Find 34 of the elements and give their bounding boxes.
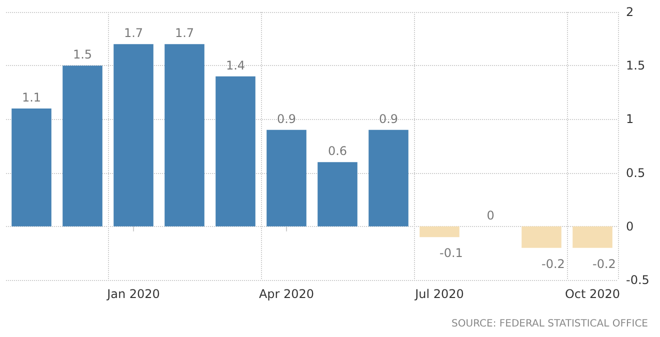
y-tick-label: 2	[626, 5, 634, 19]
y-tick-label: 1	[626, 112, 634, 126]
x-tick-label: Jan 2020	[106, 287, 160, 301]
bar	[164, 44, 204, 226]
data-label: 0.9	[276, 112, 296, 126]
bar	[114, 44, 154, 226]
bar	[522, 226, 562, 248]
data-label: 1.7	[174, 26, 194, 40]
bar	[216, 76, 256, 226]
bar	[318, 162, 358, 226]
y-tick-label: -0.5	[626, 273, 650, 287]
y-tick-label: 0.5	[626, 166, 646, 180]
data-label: 1.1	[22, 90, 42, 104]
y-tick-label: 1.5	[626, 58, 646, 73]
data-label: -0.1	[440, 246, 463, 260]
x-tick-label: Oct 2020	[564, 287, 620, 301]
y-tick-label: 0	[626, 219, 634, 234]
data-label: 0	[486, 208, 494, 222]
bar	[12, 108, 52, 226]
data-label: -0.2	[542, 256, 565, 271]
bar	[420, 226, 460, 238]
data-label: -0.2	[592, 256, 616, 271]
data-label: 1.5	[72, 48, 92, 62]
data-label: 1.7	[124, 26, 144, 40]
x-tick-label: Apr 2020	[258, 287, 314, 301]
data-label: 1.4	[226, 58, 246, 72]
data-label: 0.6	[328, 144, 348, 158]
bar	[368, 130, 408, 226]
bar	[266, 130, 306, 226]
source-note: SOURCE: FEDERAL STATISTICAL OFFICE	[452, 318, 648, 330]
x-tick-label: Jul 2020	[414, 287, 464, 301]
bar	[62, 66, 102, 226]
data-label: 0.9	[378, 112, 398, 126]
bar	[572, 226, 612, 248]
